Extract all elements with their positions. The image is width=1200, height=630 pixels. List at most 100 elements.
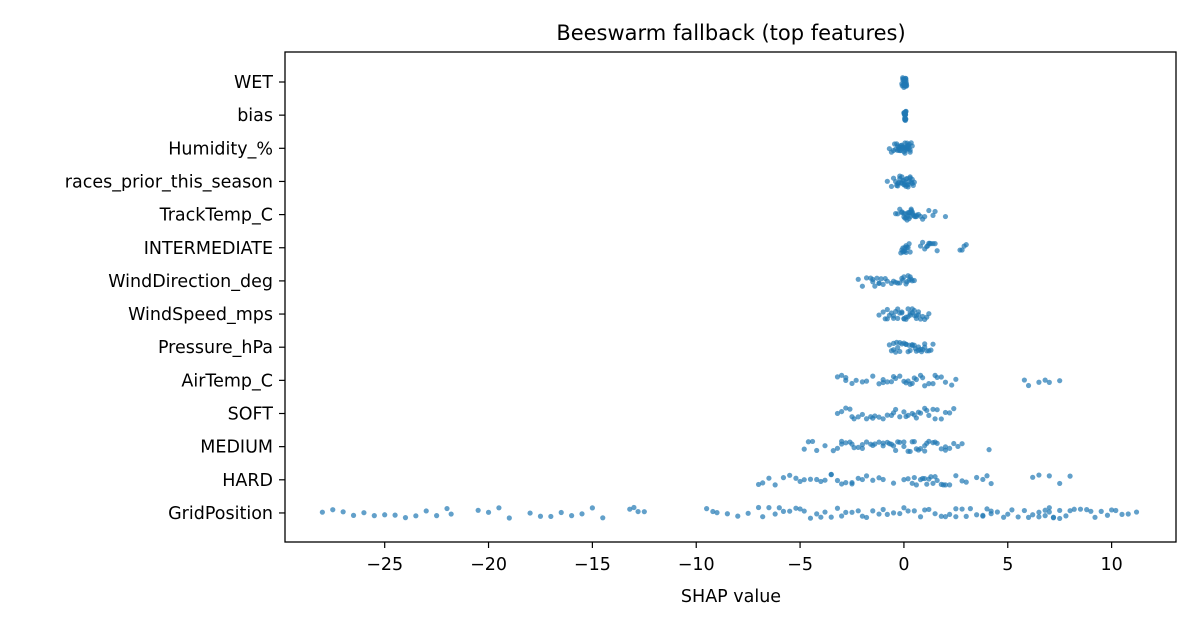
data-point — [913, 313, 919, 319]
data-point — [904, 175, 910, 182]
data-point — [714, 510, 720, 516]
data-point — [724, 511, 730, 517]
data-point — [911, 474, 917, 481]
data-point — [839, 438, 845, 444]
data-point — [926, 412, 932, 418]
data-point — [1067, 473, 1073, 479]
data-point — [834, 374, 841, 380]
data-point — [870, 508, 876, 514]
data-point — [839, 481, 845, 487]
data-point — [876, 475, 882, 481]
data-point — [413, 513, 419, 519]
data-point — [893, 447, 899, 454]
data-point — [350, 512, 357, 518]
data-point — [859, 411, 865, 418]
data-point — [876, 312, 882, 318]
data-point — [955, 443, 961, 450]
data-point — [1050, 515, 1057, 521]
data-point — [745, 510, 751, 516]
data-point — [980, 476, 986, 483]
data-point — [878, 276, 884, 282]
data-point — [1057, 515, 1063, 522]
data-point — [920, 239, 926, 245]
data-point — [423, 508, 429, 514]
data-point — [818, 478, 824, 485]
data-point — [485, 509, 492, 515]
data-point — [890, 410, 897, 416]
x-tick-label: −5 — [787, 555, 813, 575]
data-point — [938, 416, 944, 422]
data-point — [967, 506, 973, 512]
x-tick-label: 5 — [1002, 555, 1013, 575]
data-point — [496, 505, 502, 511]
data-point — [963, 242, 969, 248]
data-point — [863, 416, 870, 422]
data-point — [915, 409, 922, 415]
data-point — [922, 344, 928, 350]
data-point — [475, 507, 481, 513]
y-tick-label: INTERMEDIATE — [144, 239, 273, 259]
data-point — [906, 342, 912, 348]
data-point — [527, 510, 533, 516]
data-point — [1036, 509, 1042, 515]
data-point — [905, 476, 911, 482]
x-tick-label: −25 — [366, 555, 403, 575]
data-point — [903, 77, 909, 84]
data-point — [843, 377, 849, 383]
data-point — [801, 446, 807, 452]
data-point — [776, 505, 782, 511]
data-point — [911, 375, 917, 381]
data-point — [905, 508, 911, 514]
data-point — [897, 414, 903, 420]
data-point — [319, 509, 325, 515]
data-point — [974, 512, 980, 518]
data-point — [930, 381, 936, 387]
data-point — [876, 280, 882, 286]
data-point — [801, 477, 807, 483]
data-point — [911, 412, 917, 418]
data-point — [448, 511, 454, 517]
data-point — [884, 412, 890, 418]
data-point — [600, 515, 606, 521]
data-point — [932, 208, 938, 215]
data-point — [863, 473, 870, 479]
data-point — [780, 508, 787, 514]
data-point — [926, 506, 932, 513]
data-point — [1030, 474, 1036, 480]
data-point — [895, 344, 901, 351]
data-point — [839, 372, 845, 378]
data-point — [901, 315, 907, 322]
data-point — [1109, 507, 1115, 513]
data-point — [805, 439, 811, 445]
data-point — [924, 440, 930, 446]
data-point — [870, 442, 876, 448]
data-point — [901, 409, 907, 415]
data-point — [1015, 514, 1021, 520]
data-point — [876, 381, 882, 387]
data-point — [849, 441, 855, 447]
data-point — [1063, 513, 1069, 519]
data-point — [897, 176, 903, 182]
data-point — [772, 482, 778, 488]
data-point — [1084, 507, 1090, 513]
data-point — [787, 508, 793, 514]
data-point — [890, 480, 897, 486]
data-point — [900, 277, 906, 283]
data-point — [980, 512, 986, 519]
data-point — [822, 443, 828, 449]
data-point — [876, 511, 882, 517]
x-tick-label: 0 — [898, 555, 909, 575]
x-axis: −25 −20 −15 −10 −5 0 5 10 — [366, 542, 1123, 575]
data-point — [959, 441, 965, 447]
data-point — [932, 416, 938, 422]
data-point — [506, 515, 512, 521]
y-tick-label: TrackTemp_C — [159, 206, 273, 226]
data-point — [901, 439, 907, 445]
data-point — [888, 379, 895, 385]
x-tick-label: 10 — [1100, 555, 1122, 575]
data-point — [1025, 382, 1032, 389]
data-point — [880, 309, 886, 315]
data-point — [1098, 508, 1104, 514]
data-point — [884, 379, 890, 385]
data-point — [641, 509, 647, 515]
